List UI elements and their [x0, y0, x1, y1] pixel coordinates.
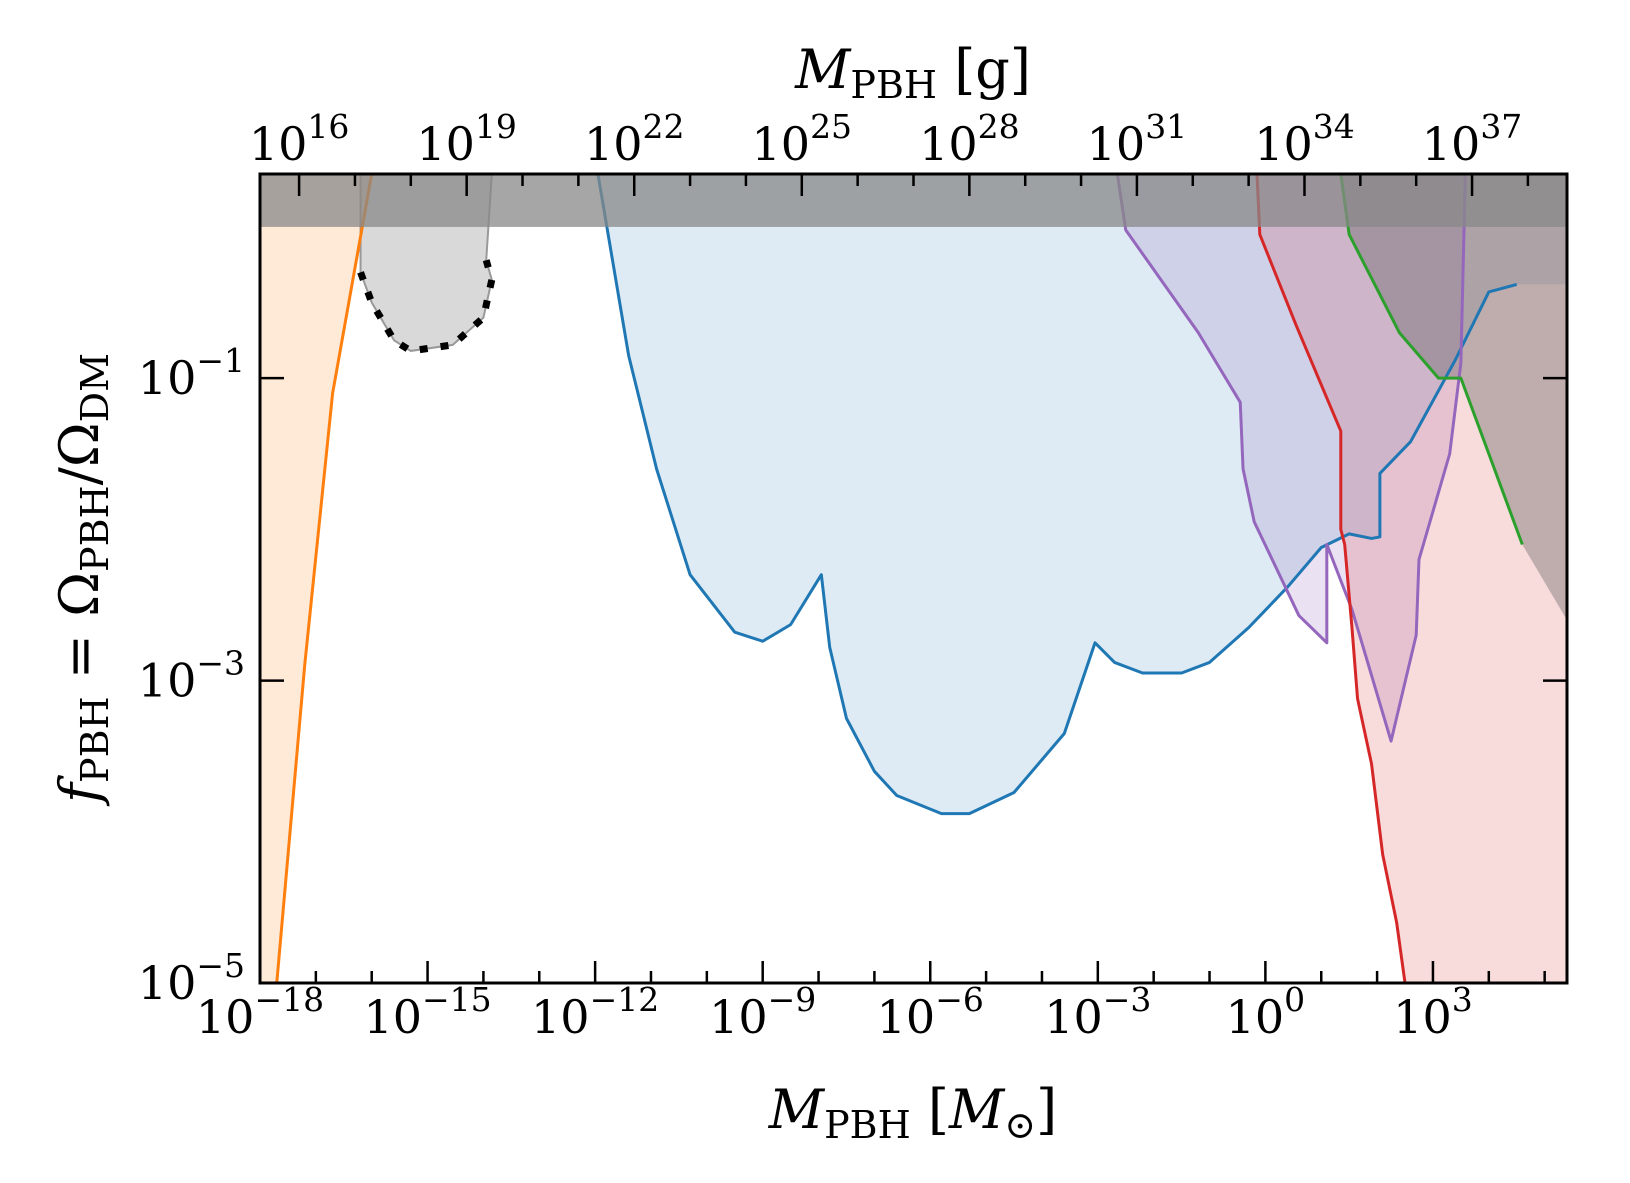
top-tick-label: 1028 — [919, 107, 1020, 171]
region-2 — [1117, 174, 1466, 742]
top-tick-label: 1037 — [1422, 107, 1523, 171]
top-tick-label: 1016 — [249, 107, 350, 171]
x-tick-label: 10−15 — [363, 980, 491, 1044]
top-axis-title: MPBH [g] — [794, 38, 1031, 107]
top-tick-label: 1034 — [1254, 107, 1355, 171]
series-line-4 — [1339, 174, 1524, 545]
series-line-0 — [275, 174, 374, 983]
top-tick-label: 1019 — [416, 107, 517, 171]
x-axis-title: MPBH [M⊙] — [768, 1078, 1057, 1147]
x-tick-label: 10−3 — [1044, 980, 1151, 1044]
top-tick-label: 1022 — [584, 107, 685, 171]
region-0 — [260, 174, 372, 983]
series-line-5 — [357, 259, 496, 355]
x-tick-label: 100 — [1226, 980, 1306, 1044]
tick-labels: 10−18 10−15 10−12 10−9 10−6 10−3 100 103 1016 101… — [138, 107, 1523, 1044]
top-tick-label: 1025 — [752, 107, 853, 171]
x-tick-label: 103 — [1393, 980, 1473, 1044]
series-line-2 — [1115, 174, 1467, 743]
x-tick-label: 10−12 — [531, 980, 659, 1044]
x-tick-label: 10−18 — [196, 980, 324, 1044]
x-tick-label: 10−6 — [877, 980, 984, 1044]
axis-titles: MPBH [M⊙] MPBH [g] fPBH = ΩPBH/ΩDM — [48, 38, 1057, 1147]
series-line-3 — [1255, 174, 1407, 983]
y-tick-label: 10−5 — [138, 946, 245, 1010]
constraint-lines — [275, 174, 1524, 983]
region-1 — [597, 174, 1567, 814]
top-tick-label: 1031 — [1087, 107, 1188, 171]
region-3 — [1257, 174, 1567, 983]
y-tick-label: 10−1 — [138, 341, 245, 405]
series-line-1 — [596, 174, 1518, 816]
constraint-regions — [260, 174, 1567, 983]
ticks — [258, 174, 1567, 985]
x-tick-label: 10−9 — [709, 980, 816, 1044]
y-tick-label: 10−3 — [138, 644, 245, 708]
y-axis-title: fPBH = ΩPBH/ΩDM — [48, 353, 117, 807]
